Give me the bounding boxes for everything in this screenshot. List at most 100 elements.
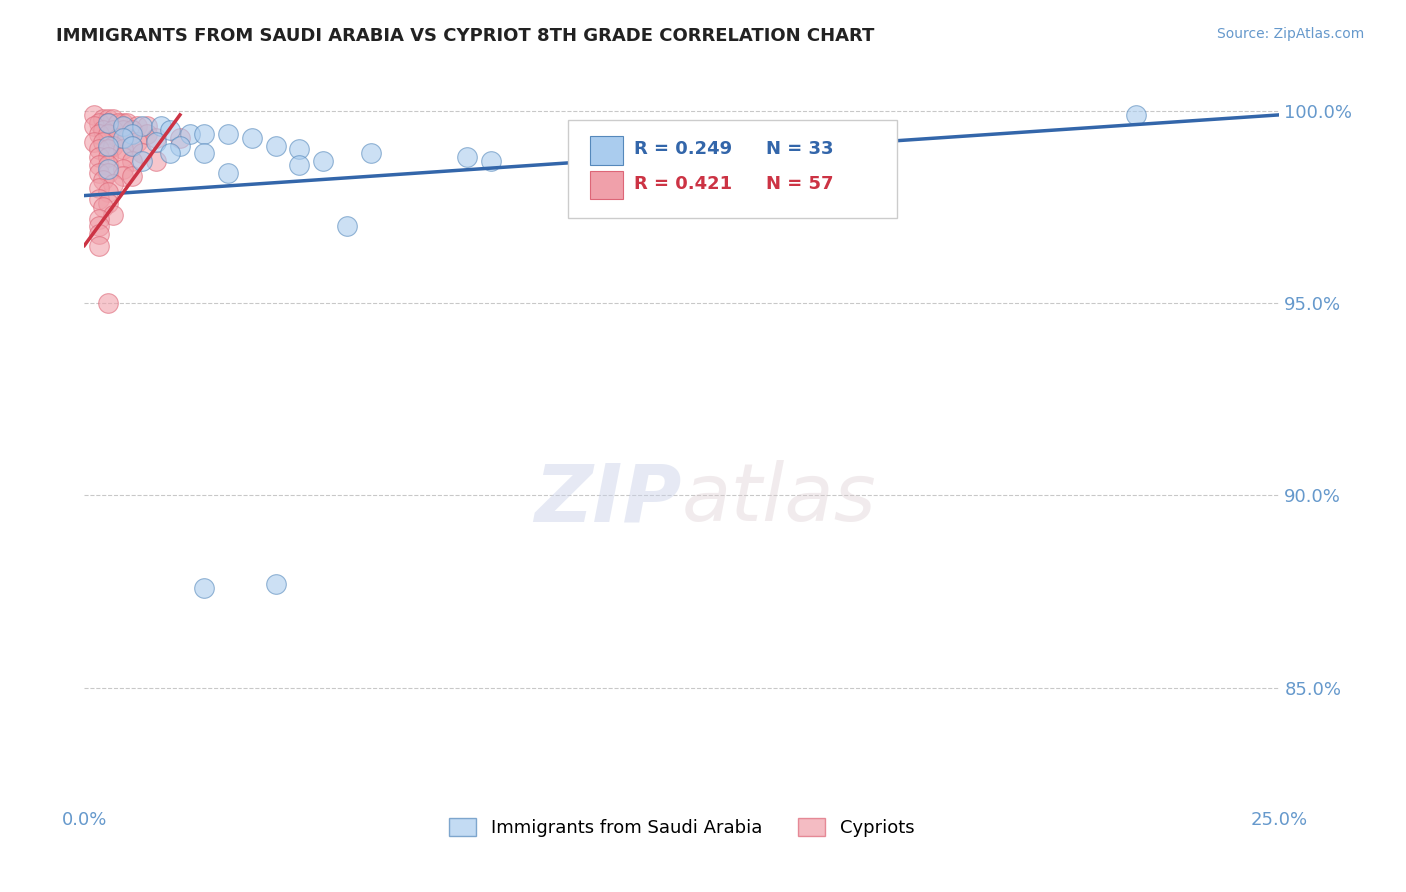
Point [93, 200, 115, 214]
Point [159, 123, 181, 137]
Point [87, 211, 110, 226]
Point [193, 146, 215, 161]
Point [117, 131, 139, 145]
Point [111, 115, 134, 129]
Point [312, 153, 335, 168]
Point [264, 138, 287, 153]
Point [97, 150, 120, 164]
Point [121, 169, 143, 184]
Point [87, 181, 110, 195]
Point [479, 153, 502, 168]
Point [97, 161, 120, 176]
Point [121, 123, 143, 137]
Point [111, 161, 134, 176]
Point [599, 153, 621, 168]
Point [101, 138, 124, 153]
Point [97, 196, 120, 211]
Point [169, 138, 191, 153]
Point [97, 165, 120, 179]
Text: Source: ZipAtlas.com: Source: ZipAtlas.com [1216, 27, 1364, 41]
Point [121, 127, 143, 141]
Point [83, 108, 105, 122]
Point [107, 131, 129, 145]
Point [125, 135, 148, 149]
Point [93, 123, 115, 137]
Point [101, 123, 124, 137]
Point [288, 143, 311, 157]
Point [125, 120, 148, 134]
Point [97, 143, 120, 157]
Point [97, 112, 120, 126]
Point [145, 135, 167, 149]
Text: R = 0.421: R = 0.421 [634, 175, 733, 193]
Point [135, 120, 157, 134]
Point [131, 146, 153, 161]
Point [87, 115, 110, 129]
Point [288, 158, 311, 172]
Point [97, 138, 120, 153]
Point [107, 115, 129, 129]
Point [217, 165, 239, 179]
Legend: Immigrants from Saudi Arabia, Cypriots: Immigrants from Saudi Arabia, Cypriots [441, 811, 922, 845]
Point [149, 120, 172, 134]
Point [83, 120, 105, 134]
Point [97, 296, 120, 310]
Point [97, 158, 120, 172]
Point [93, 135, 115, 149]
Point [360, 146, 382, 161]
Point [264, 576, 287, 591]
Point [97, 115, 120, 129]
Text: N = 33: N = 33 [766, 140, 834, 158]
Point [87, 193, 110, 207]
Bar [591, 136, 623, 165]
Text: IMMIGRANTS FROM SAUDI ARABIA VS CYPRIOT 8TH GRADE CORRELATION CHART: IMMIGRANTS FROM SAUDI ARABIA VS CYPRIOT … [56, 27, 875, 45]
Point [111, 143, 134, 157]
Point [87, 227, 110, 241]
Point [193, 127, 215, 141]
Point [111, 131, 134, 145]
Point [131, 153, 153, 168]
Text: ZIP: ZIP [534, 460, 682, 539]
Point [97, 185, 120, 199]
Point [217, 127, 239, 141]
Bar [591, 170, 623, 200]
Point [456, 150, 478, 164]
Point [193, 581, 215, 595]
Point [83, 135, 105, 149]
Point [117, 115, 139, 129]
Text: N = 57: N = 57 [766, 175, 834, 193]
Point [87, 150, 110, 164]
Point [87, 238, 110, 252]
Point [111, 120, 134, 134]
Point [179, 127, 201, 141]
Point [131, 120, 153, 134]
Point [790, 150, 813, 164]
Point [97, 127, 120, 141]
Point [101, 208, 124, 222]
Point [1125, 108, 1147, 122]
Point [101, 112, 124, 126]
Point [121, 153, 143, 168]
Point [97, 115, 120, 129]
Point [87, 165, 110, 179]
Point [240, 131, 263, 145]
Point [93, 112, 115, 126]
Point [87, 143, 110, 157]
Point [145, 131, 167, 145]
Point [87, 127, 110, 141]
Point [159, 146, 181, 161]
Point [121, 138, 143, 153]
Point [93, 173, 115, 187]
Point [121, 138, 143, 153]
Point [87, 219, 110, 234]
Point [336, 219, 359, 234]
Text: atlas: atlas [682, 460, 877, 539]
Point [87, 158, 110, 172]
Point [169, 131, 191, 145]
Text: R = 0.249: R = 0.249 [634, 140, 733, 158]
Point [145, 153, 167, 168]
Point [135, 127, 157, 141]
FancyBboxPatch shape [568, 120, 897, 218]
Point [111, 123, 134, 137]
Point [111, 169, 134, 184]
